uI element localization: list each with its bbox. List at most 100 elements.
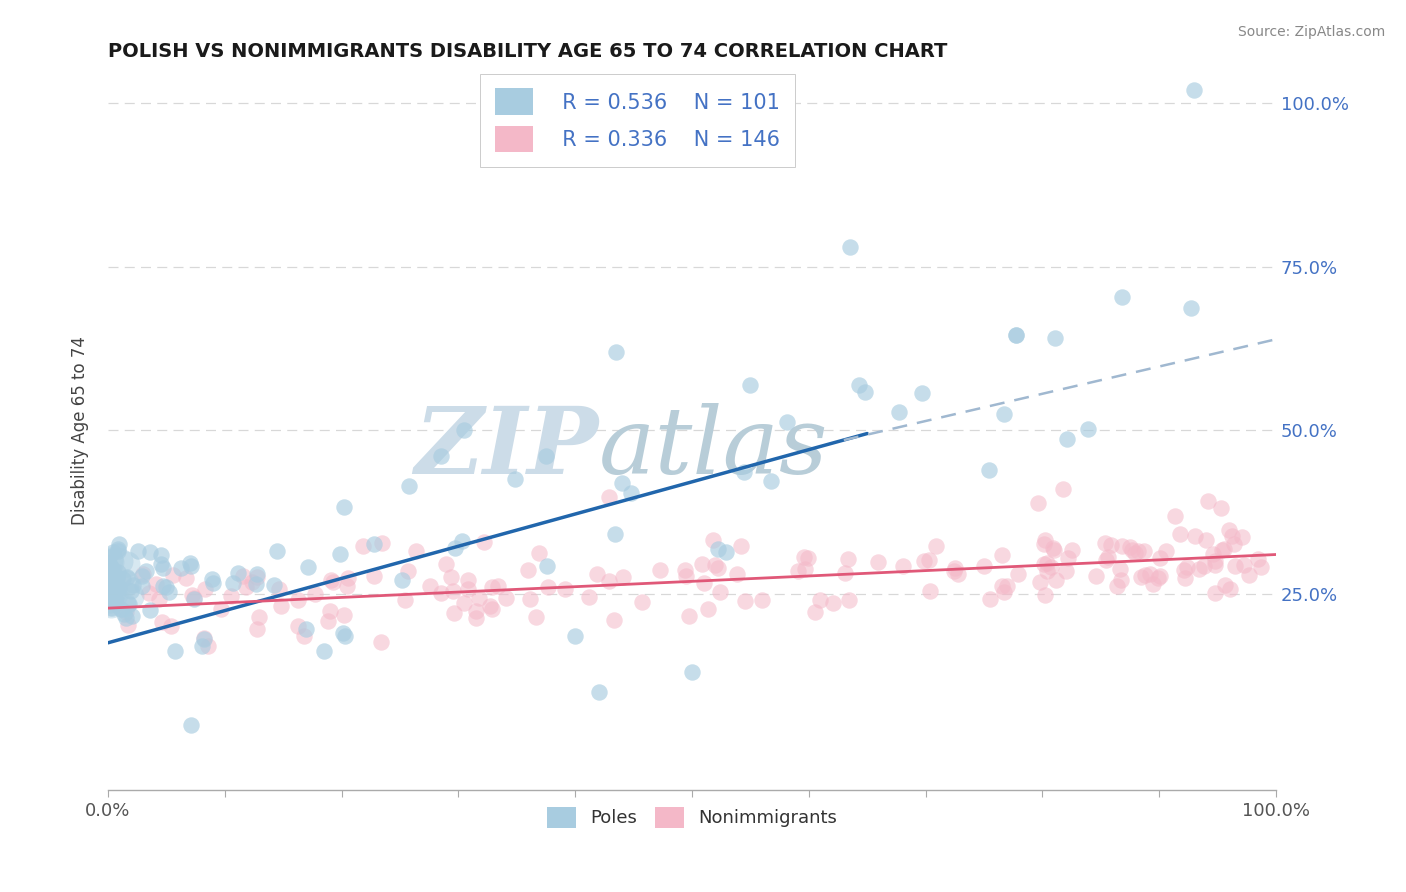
Nonimmigrants [1175,560,1198,574]
Poles [193,632,215,646]
Nonimmigrants [287,593,309,607]
Nonimmigrants [578,590,600,604]
Nonimmigrants [465,611,488,625]
Nonimmigrants [1028,574,1050,589]
Poles [226,566,249,580]
Nonimmigrants [472,534,495,549]
Nonimmigrants [434,557,457,571]
Poles [105,576,128,591]
Poles [297,559,319,574]
Poles [131,569,153,583]
Poles [122,577,145,591]
Nonimmigrants [148,592,170,607]
Nonimmigrants [1099,538,1122,552]
Poles [101,545,124,559]
Poles [98,574,121,589]
Nonimmigrants [1042,543,1064,558]
Nonimmigrants [453,596,475,610]
Poles [1077,422,1099,436]
Poles [98,586,121,600]
Poles [363,537,385,551]
Poles [100,560,122,574]
Nonimmigrants [1107,579,1129,593]
Nonimmigrants [1184,529,1206,543]
Poles [110,601,132,615]
Nonimmigrants [1062,543,1084,558]
Poles [707,541,730,556]
Nonimmigrants [247,609,270,624]
Nonimmigrants [1142,577,1164,591]
Poles [127,543,149,558]
Nonimmigrants [183,591,205,606]
Nonimmigrants [1201,547,1223,561]
Nonimmigrants [115,606,138,620]
Nonimmigrants [352,539,374,553]
Poles [152,561,174,575]
Poles [107,542,129,557]
Nonimmigrants [270,599,292,614]
Poles [333,629,356,643]
Poles [534,450,557,464]
Poles [191,639,214,653]
Nonimmigrants [554,582,576,596]
Nonimmigrants [419,578,441,592]
Poles [993,407,1015,421]
Nonimmigrants [1094,552,1116,566]
Poles [977,463,1000,477]
Poles [117,570,139,584]
Nonimmigrants [1195,533,1218,547]
Nonimmigrants [1097,550,1119,565]
Nonimmigrants [1156,544,1178,558]
Nonimmigrants [1219,582,1241,596]
Nonimmigrants [246,622,269,636]
Nonimmigrants [993,584,1015,599]
Nonimmigrants [1094,536,1116,550]
Nonimmigrants [269,582,291,597]
Nonimmigrants [138,586,160,600]
Point [98,580,121,594]
Nonimmigrants [457,582,479,597]
Nonimmigrants [751,592,773,607]
Poles [157,585,180,599]
Nonimmigrants [145,577,167,591]
Nonimmigrants [1149,569,1171,583]
Nonimmigrants [973,559,995,574]
Text: Source: ZipAtlas.com: Source: ZipAtlas.com [1237,25,1385,39]
Nonimmigrants [318,604,340,618]
Nonimmigrants [537,580,560,594]
Nonimmigrants [1213,541,1236,556]
Nonimmigrants [457,573,479,587]
Poles [759,474,782,488]
Point [100,555,122,569]
Nonimmigrants [481,602,503,616]
Nonimmigrants [703,558,725,573]
Nonimmigrants [1057,550,1080,565]
Nonimmigrants [925,539,948,553]
Nonimmigrants [1035,557,1057,571]
Nonimmigrants [946,566,969,581]
Nonimmigrants [912,554,935,568]
Nonimmigrants [363,569,385,583]
Poles [776,415,799,429]
Poles [180,717,202,731]
Poles [911,386,934,401]
Poles [838,240,860,254]
Nonimmigrants [678,609,700,624]
Nonimmigrants [808,592,831,607]
Nonimmigrants [866,555,889,569]
Poles [332,626,354,640]
Nonimmigrants [630,594,652,608]
Poles [503,472,526,486]
Nonimmigrants [117,618,139,632]
Nonimmigrants [394,593,416,607]
Nonimmigrants [370,535,392,549]
Nonimmigrants [702,533,724,547]
Nonimmigrants [1139,567,1161,582]
Point [120,589,142,603]
Nonimmigrants [316,614,339,628]
Nonimmigrants [1130,570,1153,584]
Poles [98,549,121,564]
Nonimmigrants [725,567,748,582]
Poles [610,475,633,490]
Nonimmigrants [287,619,309,633]
